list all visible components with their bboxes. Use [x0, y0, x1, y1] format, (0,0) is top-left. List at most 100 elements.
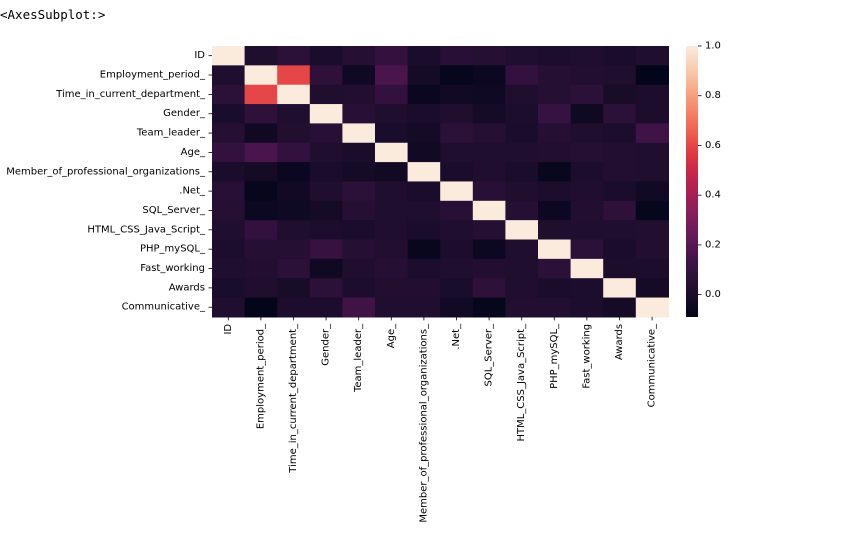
x-tick-label: Gender_ [321, 323, 332, 366]
x-tick-label: Time_in_current_department_ [288, 323, 299, 474]
heatmap-cell [309, 162, 343, 183]
colorbar-gradient [686, 46, 698, 317]
x-tick-label: Age_ [386, 323, 397, 348]
output-repr: <AxesSubplot:> [0, 7, 106, 22]
heatmap-cell [342, 142, 376, 163]
heatmap-cell [570, 142, 604, 163]
x-tick-label: .Net_ [451, 323, 462, 350]
heatmap-cell [440, 200, 474, 221]
x-tick-label: Communicative_ [647, 323, 658, 407]
heatmap-cell [244, 258, 278, 279]
heatmap-cell [375, 297, 409, 318]
heatmap-cell [212, 278, 246, 299]
heatmap-cell [277, 104, 311, 124]
heatmap-cell [277, 162, 311, 183]
heatmap-cell [505, 220, 539, 241]
y-tick-label: Employment_period_ [100, 70, 206, 81]
heatmap-cell [635, 239, 669, 260]
heatmap-cell [375, 104, 409, 124]
heatmap-cell [635, 297, 669, 318]
heatmap-cell [309, 84, 343, 105]
colorbar: 1.0 0.8 0.6 0.4 0.2 0.0 [686, 41, 721, 317]
heatmap-cell [212, 162, 246, 183]
heatmap-cell [440, 258, 474, 279]
heatmap-cell [603, 123, 637, 144]
y-tick-label: ID [194, 50, 205, 61]
heatmap-cell [407, 200, 441, 221]
heatmap-cell [342, 258, 376, 279]
heatmap-cell [309, 123, 343, 144]
heatmap-cell [277, 220, 311, 241]
heatmap-cell [309, 46, 343, 66]
heatmap-cell [472, 181, 506, 202]
heatmap-cell [244, 84, 278, 105]
heatmap-cell [505, 84, 539, 105]
heatmap-cell [472, 65, 506, 86]
heatmap-cell [277, 278, 311, 299]
heatmap-cell [472, 200, 506, 221]
heatmap-cell [244, 278, 278, 299]
heatmap-cell [570, 258, 604, 279]
y-tick-label: Fast_working [140, 263, 205, 274]
heatmap-cell [505, 162, 539, 183]
heatmap-cell [505, 239, 539, 260]
heatmap-cell [407, 104, 441, 124]
heatmap-cell [375, 84, 409, 105]
heatmap-cell [342, 297, 376, 318]
heatmap-cell [309, 65, 343, 86]
heatmap-cell [407, 65, 441, 86]
heatmap-cell [407, 278, 441, 299]
heatmap-cell [244, 162, 278, 183]
heatmap-cell [277, 181, 311, 202]
heatmap-cell [538, 142, 572, 163]
heatmap-cell [212, 258, 246, 279]
heatmap-cell [309, 220, 343, 241]
y-tick-label: Time_in_current_department_ [55, 89, 206, 100]
heatmap-cell [440, 84, 474, 105]
y-tick-label: HTML_CSS_Java_Script_ [87, 224, 206, 235]
colorbar-tick-label: 0.8 [705, 90, 721, 101]
heatmap-cell [538, 181, 572, 202]
heatmap-cell [472, 258, 506, 279]
heatmap-cell [570, 123, 604, 144]
heatmap-cell [244, 104, 278, 124]
heatmap-cell [212, 239, 246, 260]
heatmap-cell [407, 162, 441, 183]
heatmap-cell [375, 142, 409, 163]
heatmap-cell [277, 142, 311, 163]
heatmap-cell [277, 258, 311, 279]
heatmap-cell [570, 200, 604, 221]
x-tick-label: PHP_mySQL_ [549, 323, 560, 389]
heatmap-cell [603, 142, 637, 163]
heatmap-cell [244, 239, 278, 260]
heatmap-cell [212, 65, 246, 86]
heatmap-cell [472, 123, 506, 144]
heatmap-cell [635, 84, 669, 105]
y-axis-tick-labels: ID Employment_period_ Time_in_current_depa… [6, 50, 212, 313]
heatmap-cell [244, 46, 278, 66]
heatmap-cell [342, 104, 376, 124]
heatmap-cell [603, 278, 637, 299]
heatmap-cell [309, 142, 343, 163]
heatmap-cell [212, 142, 246, 163]
heatmap-cell [472, 220, 506, 241]
y-tick-label: Age_ [181, 147, 206, 158]
heatmap-cell [538, 278, 572, 299]
heatmap-cell [603, 220, 637, 241]
x-axis-tick-labels: ID Employment_period_ Time_in_current_depa… [223, 316, 658, 523]
heatmap-cell [212, 200, 246, 221]
heatmap-cell [440, 142, 474, 163]
heatmap-cell [309, 181, 343, 202]
heatmap-cell [505, 258, 539, 279]
heatmap-cell [277, 123, 311, 144]
heatmap-cell [342, 46, 376, 66]
heatmap-cell [603, 258, 637, 279]
x-tick-label: Awards [614, 324, 625, 360]
heatmap-cell [342, 181, 376, 202]
heatmap-cell [342, 239, 376, 260]
heatmap-cell [635, 181, 669, 202]
heatmap-cell [244, 220, 278, 241]
heatmap-cell [342, 84, 376, 105]
heatmap-cell [244, 200, 278, 221]
